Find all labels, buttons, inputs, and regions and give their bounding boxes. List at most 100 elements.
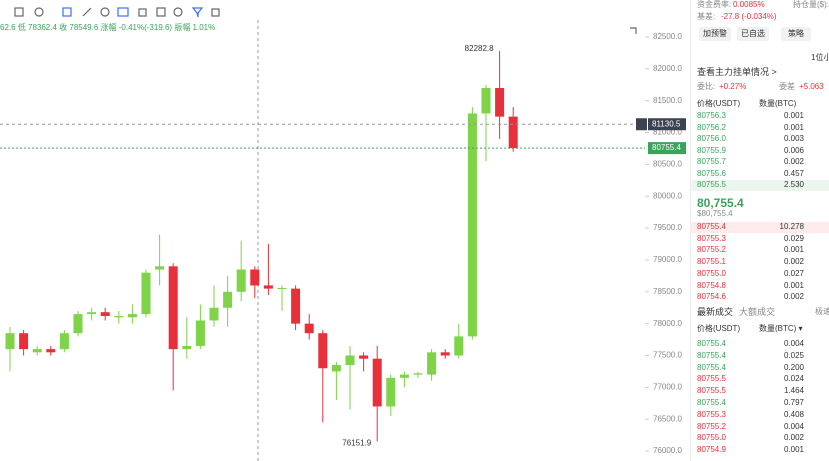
- candle-body: [331, 365, 341, 372]
- quantity: 0.024: [783, 374, 804, 384]
- candle-body: [236, 269, 246, 292]
- candle-body: [5, 333, 15, 350]
- fast: 极速: [815, 307, 829, 316]
- candle-body: [263, 285, 273, 289]
- candle-body: [291, 288, 301, 324]
- quantity: 1.464: [783, 386, 804, 396]
- price: 80756.3: [697, 111, 726, 120]
- price: 80755.0: [697, 433, 726, 443]
- trade-header: 数量(BTC) ▾: [759, 324, 803, 333]
- candle-body: [427, 352, 437, 375]
- row-highlight: [691, 180, 829, 191]
- tool-icon[interactable]: [62, 7, 72, 17]
- candle-body: [345, 355, 355, 366]
- y-tick-label: 77000.0: [653, 382, 682, 391]
- last-price-label: 80755.4: [652, 143, 681, 152]
- button[interactable]: 已自选: [737, 27, 769, 41]
- tool-icon[interactable]: [211, 8, 220, 17]
- row-highlight: [691, 222, 829, 233]
- quantity: 0.001: [783, 245, 804, 255]
- price: 80755.9: [697, 145, 726, 155]
- quantity: 0.002: [783, 257, 804, 267]
- tool-icon[interactable]: [117, 7, 129, 17]
- price: 80754.6: [697, 292, 726, 302]
- toolbar: [14, 7, 637, 34]
- quantity: 0.006: [783, 145, 804, 155]
- quantity: 0.029: [783, 233, 804, 243]
- price: 80754.9: [697, 445, 726, 455]
- precision: 1位小: [811, 53, 829, 62]
- ratio-label: 委比:: [697, 82, 716, 91]
- candle-body: [141, 272, 151, 315]
- price: 80755.4: [697, 339, 726, 348]
- oi-label: 持仓量($):: [793, 0, 829, 9]
- price: 80756.2: [697, 122, 726, 132]
- button[interactable]: 策略: [781, 27, 811, 41]
- y-tick-label: 82000.0: [653, 64, 682, 73]
- price: 80754.8: [697, 280, 726, 290]
- candle-body: [19, 333, 29, 350]
- candle-body: [454, 336, 464, 356]
- candle-body: [168, 266, 178, 350]
- trade-tab: 最新成交: [697, 307, 734, 317]
- candle-body: [318, 333, 328, 369]
- tool-icon[interactable]: [191, 7, 204, 18]
- candle-body: [73, 314, 83, 334]
- quantity: 0.200: [783, 362, 804, 372]
- funding-label: 资金费率:: [697, 0, 732, 9]
- order-panel: 资金费率: 0.0085% 持仓量($): 基差: -27.8 (-0.034%) 加预警…: [690, 0, 829, 461]
- mid-price: 80,755.4: [697, 196, 744, 210]
- price: 80755.5: [697, 180, 726, 189]
- candle-body: [59, 333, 69, 350]
- quantity: 0.002: [783, 157, 804, 166]
- price: 80755.4: [697, 350, 726, 360]
- price: 80755.2: [697, 421, 726, 431]
- price: 80755.6: [697, 168, 726, 178]
- quantity: 0.001: [783, 280, 804, 290]
- candle-body: [304, 323, 314, 334]
- tool-icon[interactable]: [173, 7, 183, 17]
- y-tick-label: 79000.0: [653, 255, 682, 264]
- quantity: 0.002: [783, 433, 804, 443]
- crosshair-label-bg: [648, 118, 686, 131]
- crosshair-plus: [636, 118, 647, 131]
- price: 80755.2: [697, 245, 726, 255]
- candle-body: [32, 349, 42, 353]
- tool-icon[interactable]: [156, 7, 166, 17]
- quantity: 0.001: [783, 445, 804, 455]
- quantity: 0.797: [783, 398, 804, 407]
- candle-body: [495, 87, 505, 117]
- tool-icon[interactable]: [100, 7, 110, 17]
- funding-value: 0.0085%: [733, 0, 765, 9]
- candle-body: [155, 266, 165, 270]
- button[interactable]: 加预警: [699, 27, 731, 41]
- y-tick-label: 81500.0: [653, 96, 682, 105]
- basis-label: 基差:: [697, 12, 716, 21]
- price: 80755.4: [697, 222, 726, 231]
- price-axis-bg: [645, 0, 690, 461]
- y-tick-label: 78000.0: [653, 319, 682, 328]
- price: 80755.7: [697, 157, 726, 166]
- mid-usd: $80,755.4: [697, 209, 733, 218]
- y-tick-label: 80500.0: [653, 160, 682, 169]
- quantity: 2.530: [783, 180, 804, 189]
- quantity: 0.002: [783, 292, 804, 302]
- tool-icon[interactable]: [82, 7, 92, 17]
- price: 80755.3: [697, 409, 726, 419]
- y-tick-label: 76000.0: [653, 446, 682, 455]
- ohlc-line: 62.6 低 78362.4 收 78549.6 涨幅 -0.41%(-319.…: [0, 22, 215, 32]
- tool-icon[interactable]: [138, 8, 147, 17]
- diff-value: +5.063: [799, 82, 824, 91]
- tool-icon[interactable]: [14, 7, 24, 17]
- price: 80756.0: [697, 134, 726, 143]
- candle-body: [386, 377, 396, 407]
- quantity: 0.004: [783, 339, 804, 348]
- expand-icon[interactable]: [630, 27, 637, 34]
- candle-body: [508, 116, 518, 149]
- tool-icon[interactable]: [34, 7, 44, 17]
- quantity: 0.001: [783, 111, 804, 120]
- trade-tab: 大额成交: [739, 307, 776, 317]
- candle-body: [114, 316, 124, 318]
- quantity: 0.027: [783, 268, 804, 278]
